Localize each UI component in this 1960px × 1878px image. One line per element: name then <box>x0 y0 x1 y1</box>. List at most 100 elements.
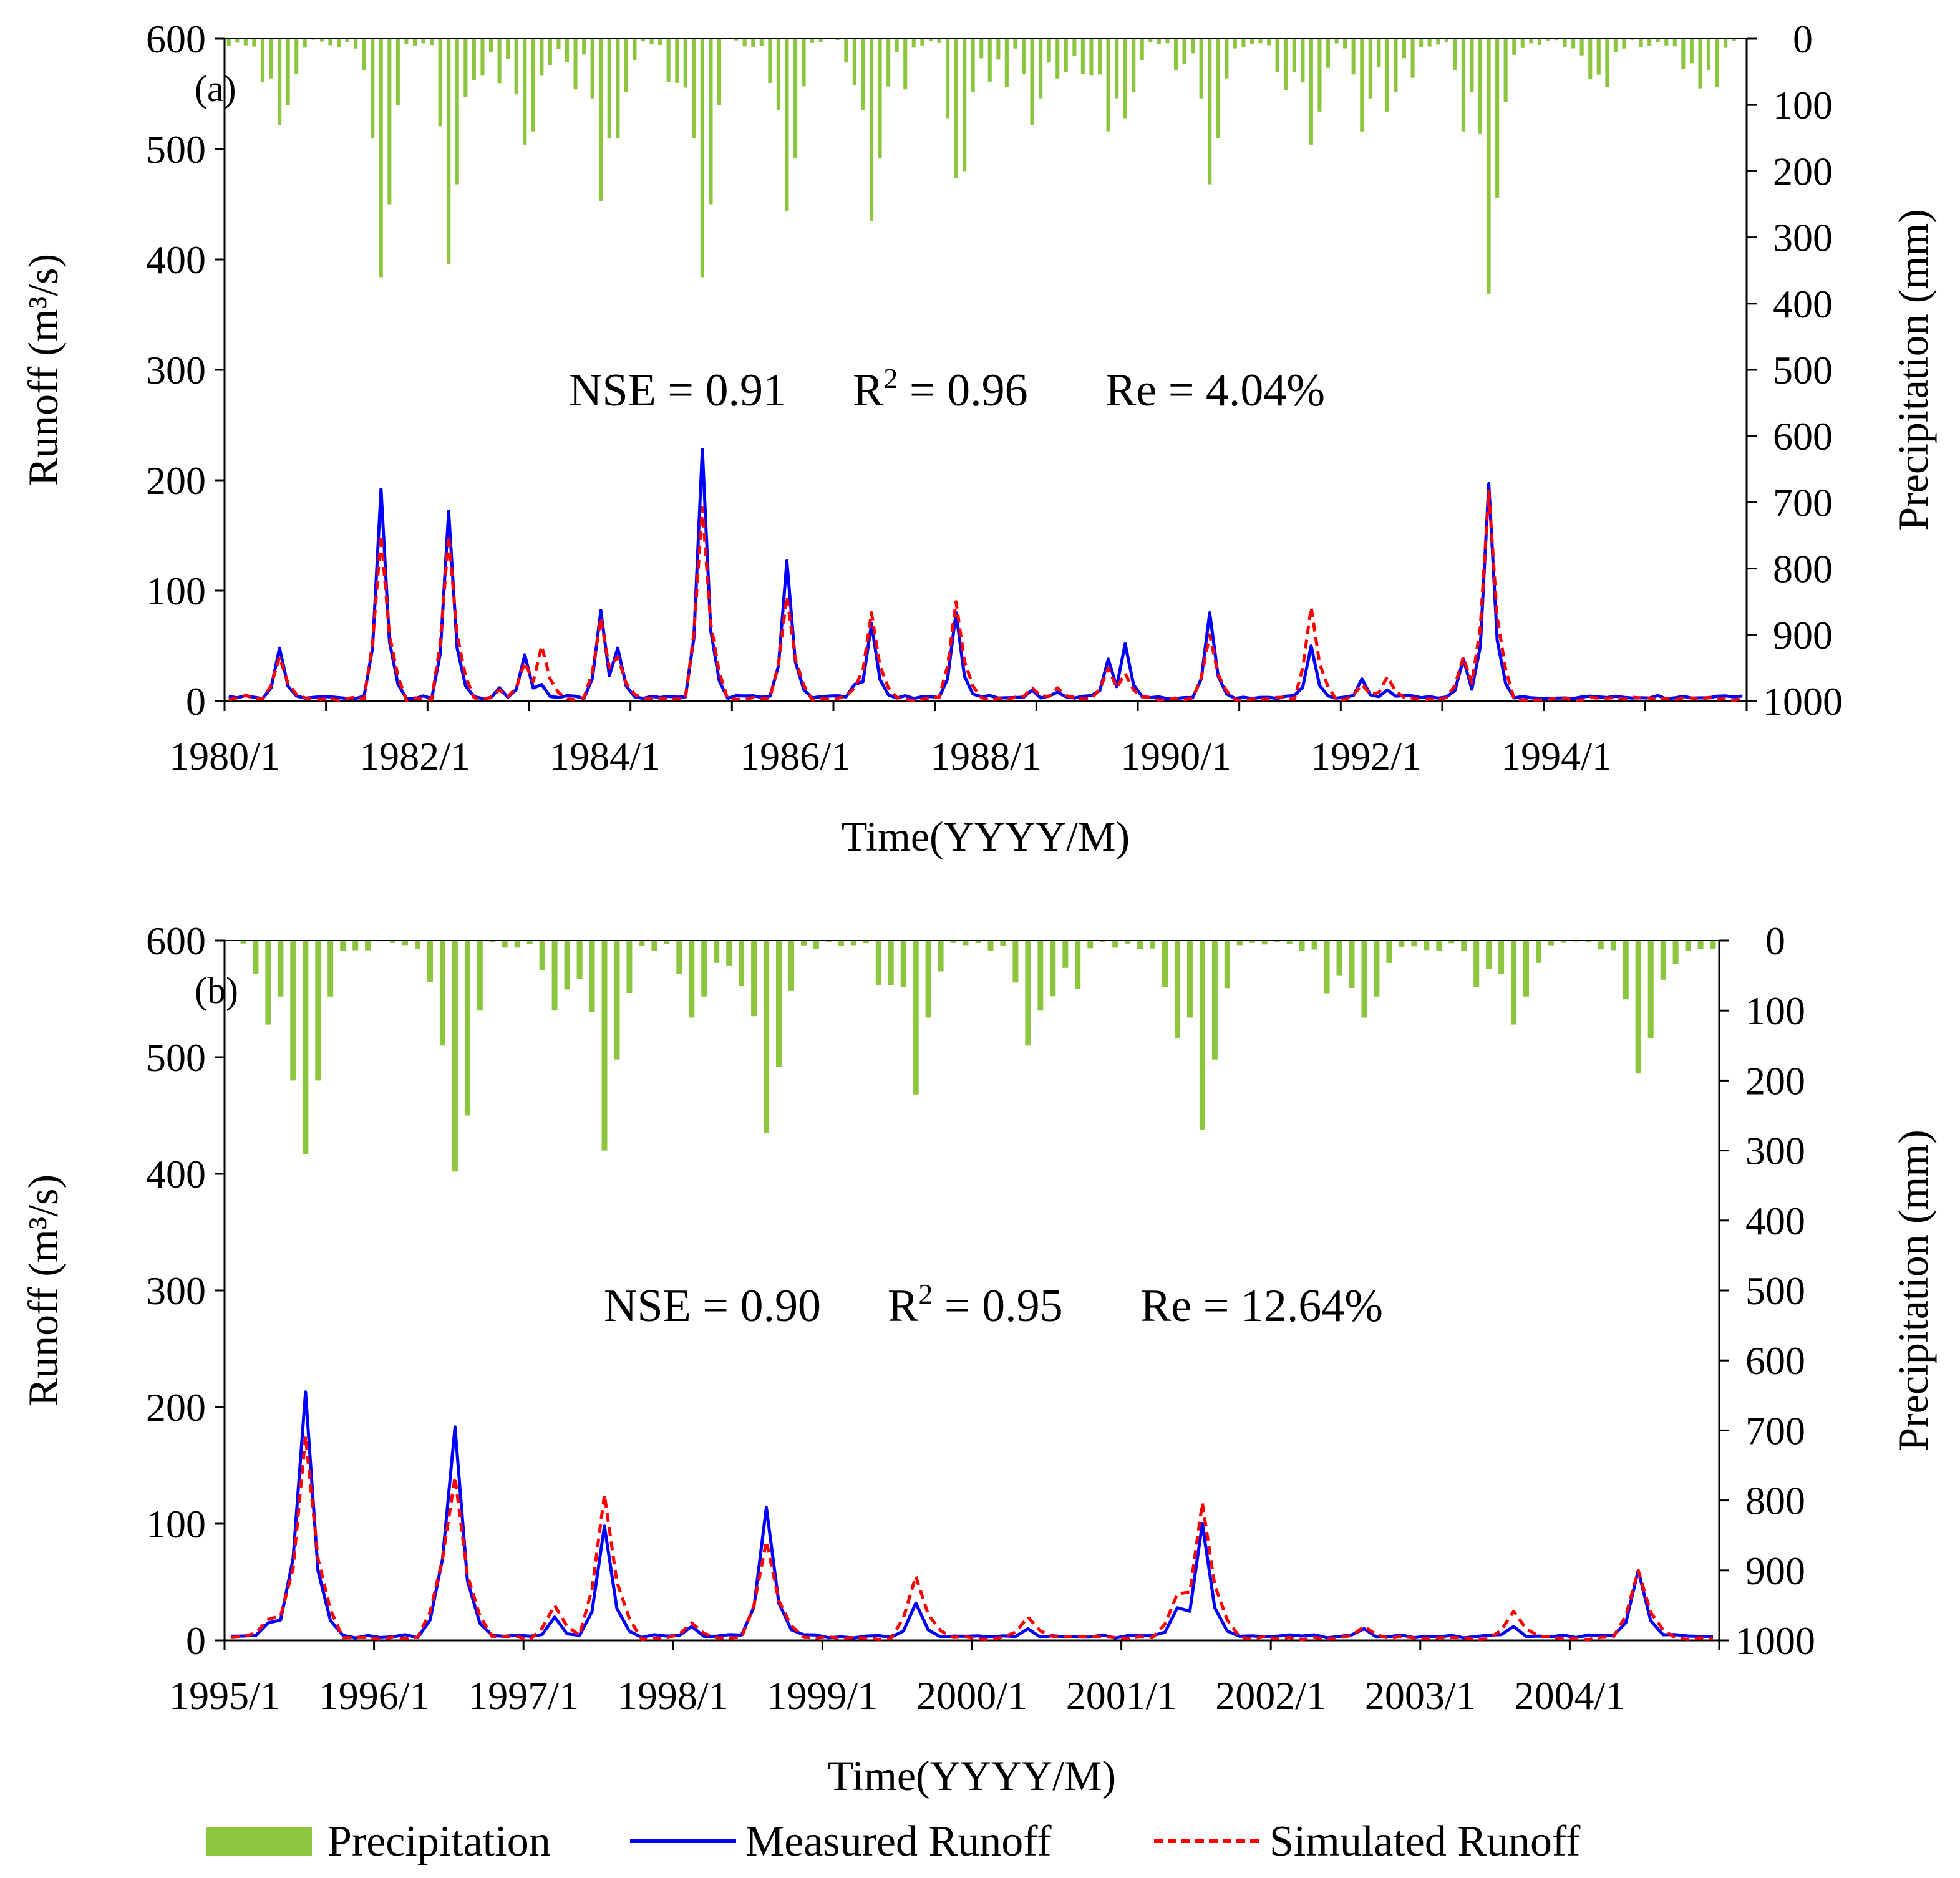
precip-bar <box>1698 39 1702 89</box>
precip-bar <box>818 39 823 42</box>
precip-bar <box>1495 39 1500 198</box>
precip-bar <box>235 39 240 43</box>
precip-bar <box>852 39 856 85</box>
precip-bar <box>1267 39 1271 46</box>
precip-bar <box>1554 39 1558 41</box>
precip-bar <box>548 39 552 65</box>
precip-bar <box>925 941 931 1018</box>
y-tick-label: 400 <box>146 1152 206 1196</box>
precip-bar <box>1605 39 1609 88</box>
precip-bar <box>875 941 881 985</box>
precip-bar <box>589 941 595 1012</box>
y2-tick-label: 500 <box>1773 348 1833 392</box>
precip-bar <box>739 941 745 987</box>
x-tick-label: 1990/1 <box>1120 734 1231 778</box>
precip-bar <box>464 941 470 1116</box>
y2-tick-label: 0 <box>1793 17 1813 61</box>
precip-bar <box>1498 941 1505 974</box>
precip-bar <box>1175 941 1180 1039</box>
x-tick-label: 1997/1 <box>468 1673 579 1718</box>
y2-axis-title: Precipitation (mm) <box>1890 1130 1937 1451</box>
y2-tick-label: 200 <box>1773 149 1833 193</box>
y-tick-label: 100 <box>146 1502 206 1546</box>
precip-bar <box>759 39 764 46</box>
precip-bar <box>734 39 739 41</box>
precip-bar <box>439 941 445 1046</box>
y2-tick-label: 700 <box>1745 1408 1805 1453</box>
precip-bar <box>700 39 704 278</box>
precip-bar <box>1424 941 1430 951</box>
x-axis-title: Time(YYYY/M) <box>828 1752 1116 1799</box>
precip-bar <box>1470 39 1474 92</box>
precip-bar <box>1444 39 1448 42</box>
precip-bar <box>413 39 417 46</box>
precip-bar <box>1311 941 1317 950</box>
y2-tick-label: 100 <box>1773 83 1833 127</box>
precip-bar <box>421 39 425 44</box>
precip-bar <box>1334 39 1339 44</box>
precip-bar <box>785 39 789 211</box>
x-tick-label: 1982/1 <box>359 734 470 778</box>
precip-bar <box>514 941 520 948</box>
precip-bar <box>1137 941 1143 949</box>
precip-bar <box>913 941 919 1095</box>
precip-bar <box>1697 941 1704 949</box>
precip-bar <box>328 39 332 46</box>
precip-bar <box>1055 39 1060 79</box>
precip-bar <box>1706 39 1710 71</box>
x-tick-label: 1996/1 <box>319 1673 430 1718</box>
precip-bar <box>1191 39 1195 54</box>
precip-bar <box>1639 39 1643 47</box>
precip-bar <box>1075 941 1081 989</box>
precip-bar <box>1402 39 1406 59</box>
precip-bar <box>1199 941 1205 1130</box>
precip-bar <box>1174 39 1178 70</box>
precip-bar <box>502 941 508 948</box>
precip-bar <box>963 941 969 946</box>
precip-bar <box>1664 39 1669 46</box>
x-tick-label: 1999/1 <box>767 1673 878 1718</box>
legend-measured-label: Measured Runoff <box>745 1817 1052 1866</box>
precip-bar <box>616 39 620 138</box>
precip-bar <box>294 39 299 74</box>
precip-bar <box>455 39 459 185</box>
precip-bar <box>1672 39 1677 47</box>
precip-bar <box>354 39 358 49</box>
precip-bar <box>1224 941 1230 989</box>
precip-bar <box>1112 941 1118 948</box>
x-tick-label: 1986/1 <box>740 734 851 778</box>
precip-bar <box>963 39 967 172</box>
precip-bar <box>714 941 720 963</box>
precip-bar <box>870 39 874 221</box>
precip-bar <box>954 39 958 178</box>
y2-tick-label: 0 <box>1765 919 1785 963</box>
precip-bar <box>979 39 984 59</box>
precip-bar <box>452 941 458 1172</box>
precip-bar <box>1622 39 1626 49</box>
precip-bar <box>463 39 468 97</box>
precip-bar <box>1292 39 1296 72</box>
precip-bar <box>1571 39 1576 49</box>
y2-tick-label: 400 <box>1773 282 1833 326</box>
precip-bar <box>801 941 807 946</box>
y-tick-label: 400 <box>146 238 206 282</box>
precip-bar <box>1324 941 1330 994</box>
y-tick-label: 500 <box>146 127 206 172</box>
precip-bar <box>1186 941 1193 1018</box>
precip-bar <box>327 941 334 997</box>
precip-bar <box>709 39 713 205</box>
precip-bar <box>1233 39 1237 49</box>
precip-bar <box>1588 39 1593 80</box>
precip-bar <box>1436 941 1442 951</box>
precip-bar <box>1249 941 1255 943</box>
precip-bar <box>402 941 408 946</box>
x-tick-label: 1992/1 <box>1311 734 1422 778</box>
precip-bar <box>1523 941 1529 997</box>
y2-tick-label: 600 <box>1773 414 1833 458</box>
precip-bar <box>1047 39 1051 63</box>
precip-bar <box>946 39 950 119</box>
stat-nse: NSE = 0.90 <box>604 1280 821 1332</box>
precip-bar <box>303 941 309 1154</box>
x-tick-label: 1994/1 <box>1501 734 1612 778</box>
precip-bar <box>1579 39 1584 56</box>
